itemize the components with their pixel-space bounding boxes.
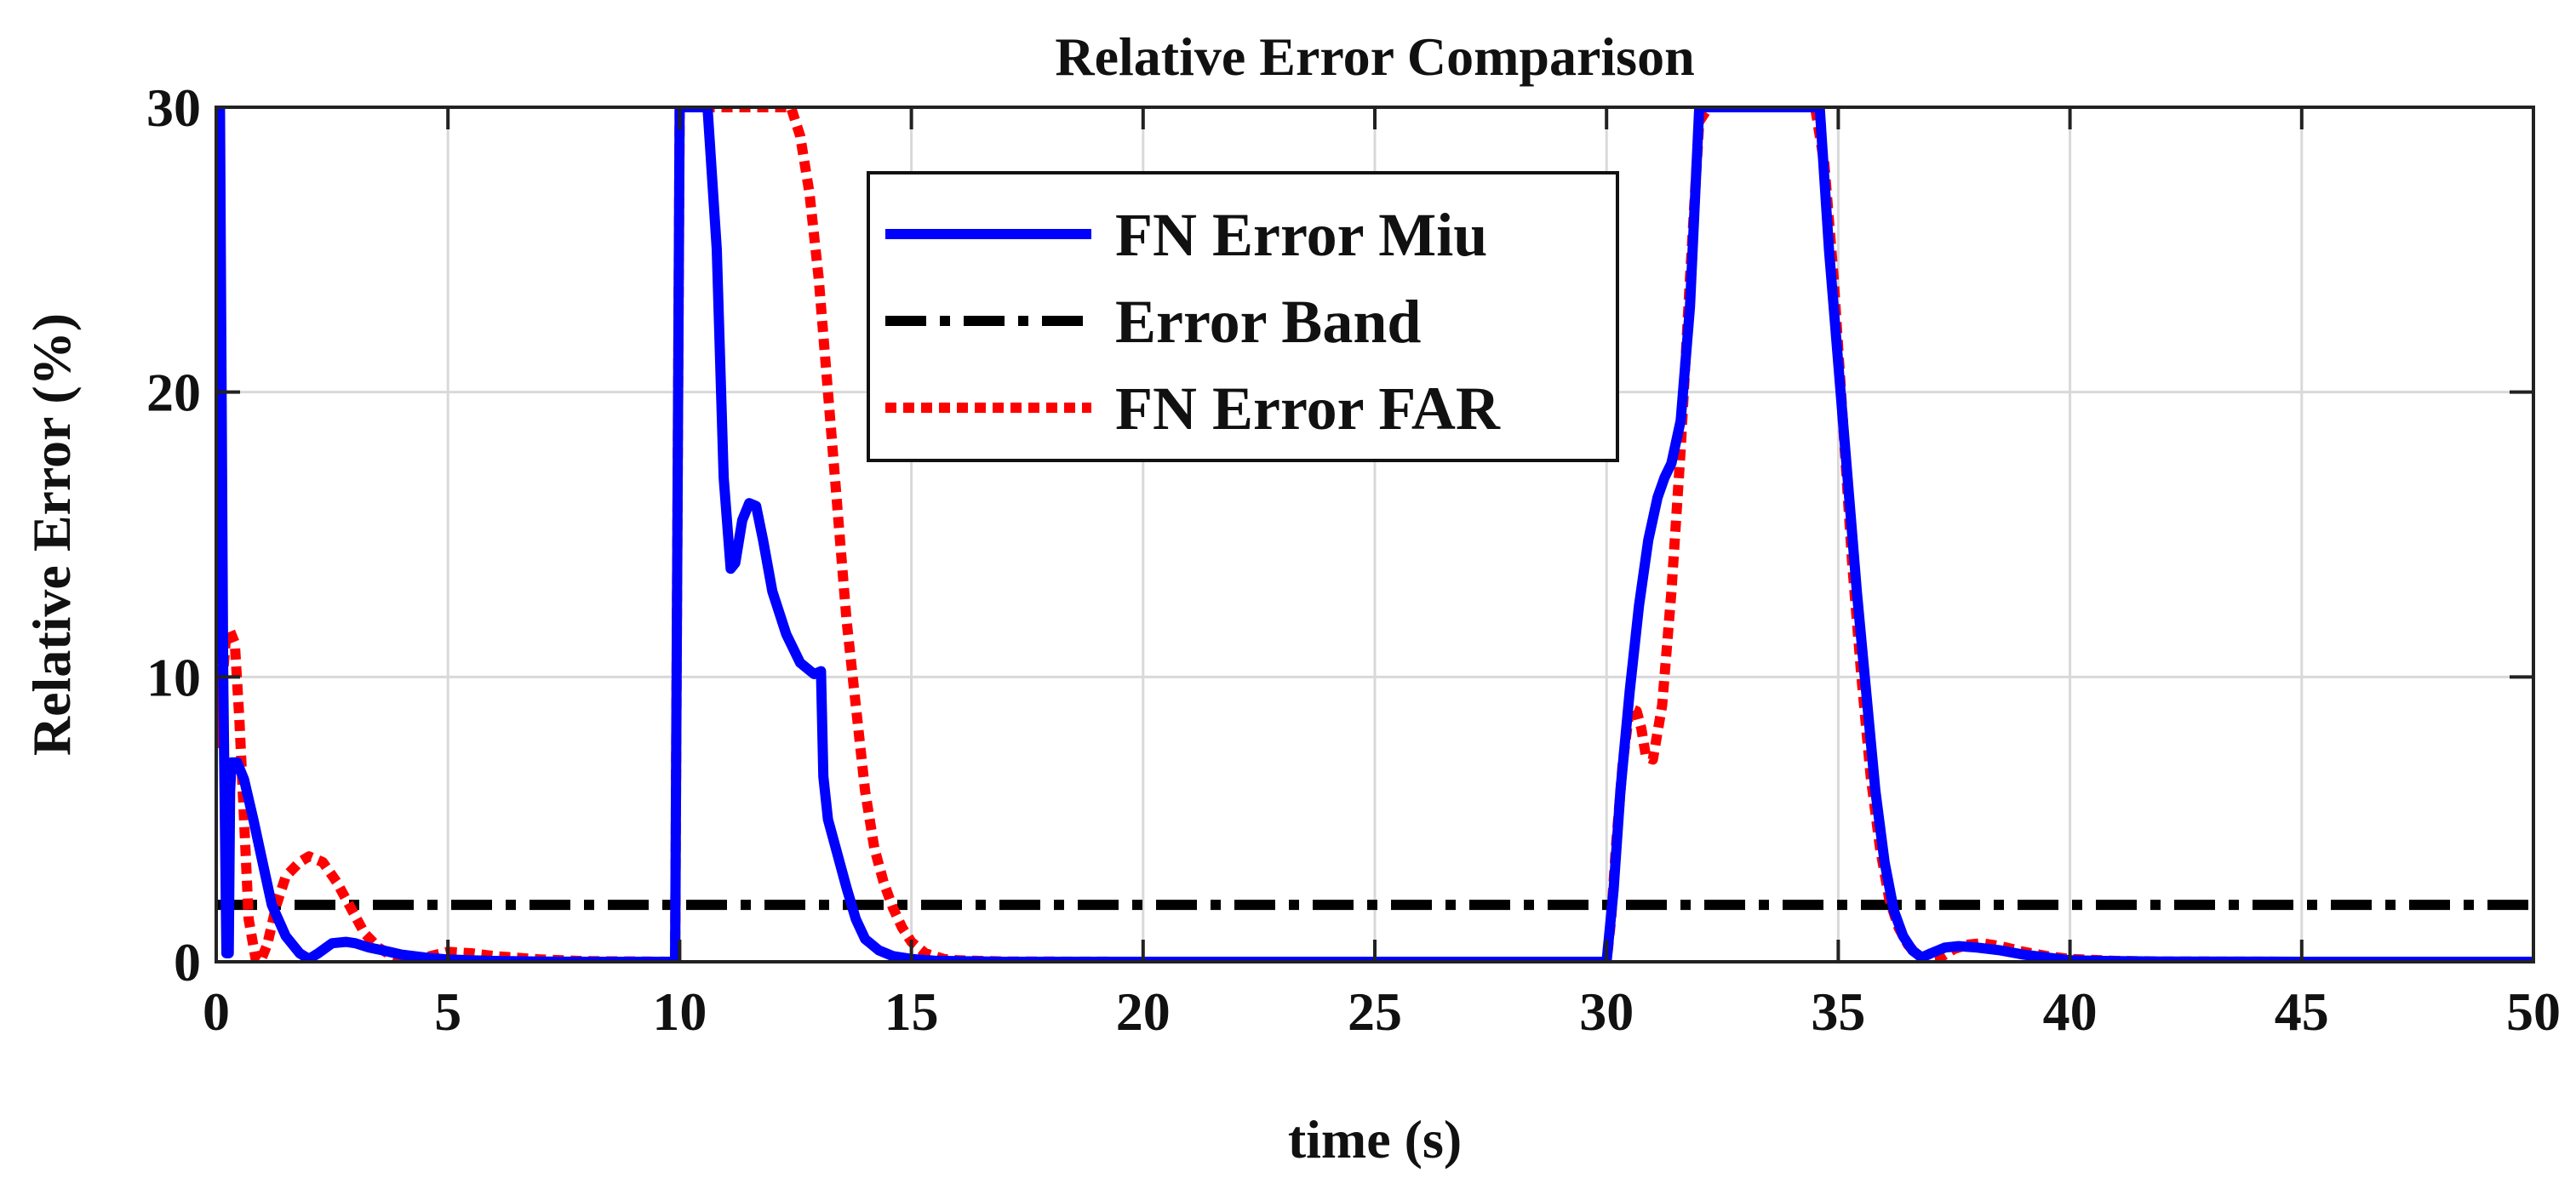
x-tick-label: 30: [1579, 981, 1634, 1042]
axis-ticks: 0 5 10 15 20 25 30 35 40 45 50 0 10 20 30: [146, 77, 2561, 1042]
x-tick-label: 35: [1811, 981, 1865, 1042]
chart-title: Relative Error Comparison: [1055, 26, 1694, 87]
x-axis-label: time (s): [1288, 1109, 1462, 1169]
y-axis-label: Relative Error (%): [21, 313, 82, 756]
x-tick-label: 15: [884, 981, 939, 1042]
legend: FN Error Miu Error Band FN Error FAR: [867, 171, 1619, 462]
legend-label-fn-error-far: FN Error FAR: [1115, 375, 1501, 443]
x-tick-label: 10: [652, 981, 707, 1042]
y-tick-label: 20: [146, 363, 201, 423]
legend-label-error-band: Error Band: [1115, 288, 1421, 356]
x-tick-label: 25: [1348, 981, 1402, 1042]
series-line-fn-error-miu: [216, 107, 2533, 962]
series-layer: [216, 107, 2533, 962]
x-tick-label: 5: [434, 981, 461, 1042]
x-tick-label: 40: [2043, 981, 2098, 1042]
x-tick-label: 50: [2506, 981, 2561, 1042]
x-tick-label: 20: [1116, 981, 1171, 1042]
legend-label-fn-error-miu: FN Error Miu: [1115, 201, 1487, 269]
x-tick-label: 0: [203, 981, 230, 1042]
y-tick-label: 10: [146, 647, 201, 707]
y-tick-label: 30: [146, 77, 201, 138]
y-tick-label: 0: [174, 932, 201, 992]
x-tick-label: 45: [2275, 981, 2329, 1042]
